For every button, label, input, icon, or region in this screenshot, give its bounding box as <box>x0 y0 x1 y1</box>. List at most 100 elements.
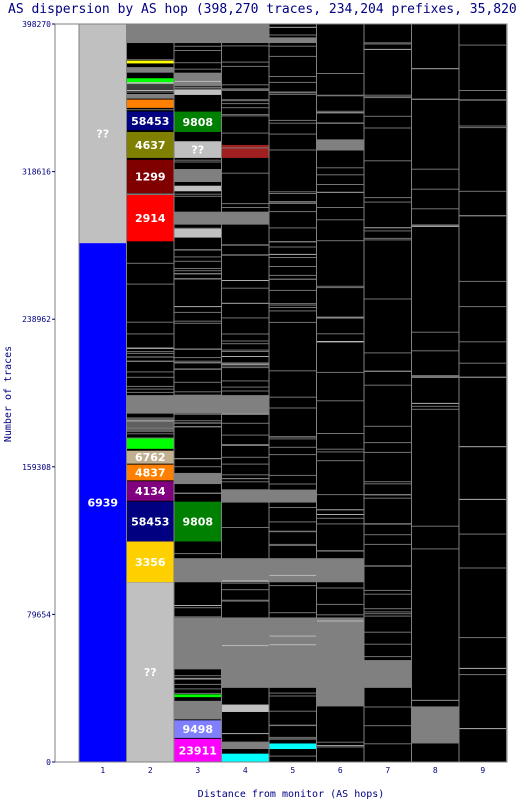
trace-stripe <box>269 257 317 258</box>
trace-stripe <box>459 567 507 569</box>
segment-as-58453-hop2 <box>126 111 174 131</box>
trace-stripe <box>364 631 412 633</box>
trace-stripe <box>174 311 222 313</box>
trace-stripe <box>269 246 317 248</box>
trace-stripe <box>269 396 317 398</box>
trace-stripe <box>269 37 317 39</box>
segment-as-58453-hop2 <box>126 501 174 542</box>
segment-hop6-40 <box>316 558 364 583</box>
segment-label: 58453 <box>131 516 169 529</box>
trace-stripe <box>459 280 507 282</box>
trace-stripe <box>364 660 412 662</box>
trace-stripe <box>221 645 269 647</box>
trace-stripe <box>221 559 269 560</box>
trace-stripe <box>174 278 222 279</box>
segment-hop5-38 <box>269 743 317 750</box>
trace-stripe <box>411 408 459 410</box>
trace-stripe <box>459 127 507 129</box>
segment-hop2-10 <box>126 437 174 449</box>
trace-stripe <box>221 527 269 528</box>
trace-stripe <box>269 93 317 95</box>
segment-label: 6939 <box>87 497 118 510</box>
trace-stripe <box>411 405 459 407</box>
x-tick-label: 8 <box>433 766 438 775</box>
trace-stripe <box>269 321 317 323</box>
trace-stripe <box>364 227 412 229</box>
segment-as-23911-hop3 <box>174 738 222 762</box>
trace-stripe <box>221 413 269 415</box>
trace-stripe <box>269 736 317 738</box>
trace-stripe <box>364 352 412 354</box>
trace-stripe <box>174 227 222 229</box>
trace-stripe <box>411 375 459 377</box>
segment-hop4-26 <box>221 211 269 225</box>
trace-stripe <box>316 620 364 622</box>
trace-stripe <box>411 331 459 333</box>
trace-stripe <box>126 59 174 61</box>
segment-hop4-31 <box>221 704 269 712</box>
segment-as-4134-hop2 <box>126 481 174 501</box>
segment-as-unknownunknown-hop1 <box>79 24 127 244</box>
trace-stripe <box>411 188 459 190</box>
trace-stripe <box>459 533 507 535</box>
segment-hop3-17 <box>174 228 222 238</box>
trace-stripe <box>364 608 412 610</box>
trace-stripe <box>174 171 222 173</box>
trace-stripe <box>174 193 222 195</box>
trace-stripe <box>174 394 222 396</box>
trace-stripe <box>316 94 364 96</box>
trace-stripe <box>221 434 269 436</box>
trace-stripe <box>269 193 317 194</box>
trace-stripe <box>174 221 222 223</box>
trace-stripe <box>364 239 412 241</box>
trace-stripe <box>174 45 222 47</box>
segment-label: 1299 <box>135 170 166 183</box>
trace-stripe <box>269 289 317 291</box>
trace-stripe <box>364 43 412 45</box>
trace-stripe <box>269 122 317 124</box>
trace-stripe <box>269 91 317 93</box>
trace-stripe <box>459 306 507 308</box>
x-tick-label: 7 <box>385 766 390 775</box>
trace-stripe <box>221 333 269 335</box>
trace-stripe <box>269 211 317 213</box>
trace-stripe <box>364 611 412 613</box>
trace-stripe <box>269 483 317 485</box>
trace-stripe <box>174 564 222 566</box>
trace-stripe <box>316 341 364 342</box>
segment-hop4-29 <box>221 558 269 583</box>
trace-stripe <box>316 219 364 221</box>
trace-stripe <box>269 266 317 267</box>
trace-stripe <box>316 509 364 511</box>
trace-stripe <box>126 71 174 73</box>
trace-stripe <box>269 34 317 36</box>
trace-stripe <box>316 147 364 149</box>
trace-stripe <box>364 97 412 99</box>
trace-stripe <box>174 466 222 468</box>
trace-stripe <box>316 167 364 169</box>
trace-stripe <box>364 451 412 453</box>
trace-stripe <box>316 692 364 694</box>
trace-stripe <box>126 376 174 378</box>
trace-stripe <box>316 433 364 434</box>
trace-stripe <box>221 580 269 582</box>
trace-stripe <box>126 433 174 435</box>
trace-stripe <box>174 360 222 362</box>
segment-hop6-39 <box>316 139 364 151</box>
trace-stripe <box>221 390 269 392</box>
trace-stripe <box>269 675 317 677</box>
trace-stripe <box>316 494 364 496</box>
trace-stripe <box>364 643 412 645</box>
x-tick-label: 2 <box>148 766 153 775</box>
trace-stripe <box>269 304 317 306</box>
trace-stripe <box>316 333 364 335</box>
segment-hop3-18 <box>174 395 222 414</box>
trace-stripe <box>269 76 317 77</box>
trace-stripe <box>174 420 222 422</box>
segment-label: 2914 <box>135 212 166 225</box>
segment-label: 9498 <box>182 723 213 736</box>
trace-stripe <box>364 230 412 232</box>
trace-stripe <box>174 348 222 350</box>
segment-label: ?? <box>191 144 204 157</box>
